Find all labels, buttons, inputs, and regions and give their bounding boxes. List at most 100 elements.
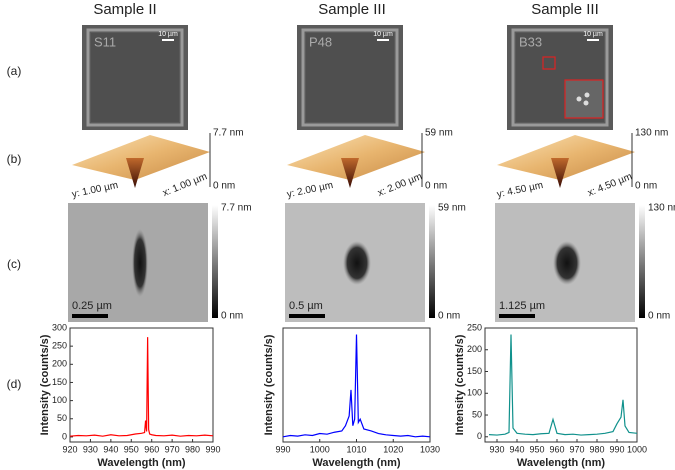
y-tick-label: 250 <box>52 341 67 351</box>
optical-scale: 10 µm <box>373 31 393 38</box>
scale-bar-label: 0.25 µm <box>72 300 112 312</box>
color-bar-min: 0 nm <box>438 311 460 322</box>
y-tick-label: 100 <box>52 395 67 405</box>
x-tick-label: 960 <box>144 444 159 454</box>
particle <box>584 92 590 98</box>
y-axis-label: y: 1.00 µm <box>71 180 119 201</box>
x-axis-title: Wavelength (nm) <box>517 457 606 469</box>
particle <box>583 100 589 106</box>
y-axis-title: Intensity (counts/s) <box>454 334 466 435</box>
x-tick-label: 1030 <box>420 444 440 454</box>
afm-dip <box>341 158 359 188</box>
y-axis-title: Intensity (counts/s) <box>263 334 275 435</box>
y-tick-label: 0 <box>62 431 67 441</box>
x-tick-label: 1000 <box>627 444 647 454</box>
x-axis-label: x: 2.00 µm <box>376 171 424 199</box>
color-bar-min: 0 nm <box>221 311 243 322</box>
z-min: 0 nm <box>213 181 235 192</box>
optical-inner <box>306 33 394 122</box>
z-min: 0 nm <box>425 181 447 192</box>
x-tick-label: 930 <box>83 444 98 454</box>
scale-bar <box>289 314 325 318</box>
x-tick-label: 970 <box>165 444 180 454</box>
x-axis-label: x: 4.50 µm <box>586 171 634 199</box>
y-tick-label: 200 <box>52 359 67 369</box>
column-header: Sample II <box>93 1 156 18</box>
scale-bar <box>499 314 535 318</box>
color-bar-max: 130 nm <box>648 203 675 214</box>
spectrum-line <box>488 334 638 436</box>
column-header: Sample III <box>318 1 386 18</box>
y-axis-label: y: 2.00 µm <box>286 180 334 201</box>
optical-label: B33 <box>519 34 542 49</box>
x-tick-label: 980 <box>185 444 200 454</box>
z-min: 0 nm <box>635 181 657 192</box>
x-tick-label: 990 <box>205 444 220 454</box>
y-tick-label: 250 <box>467 322 482 332</box>
x-tick-label: 1010 <box>346 444 366 454</box>
optical-frame <box>86 28 184 127</box>
y-tick-label: 0 <box>477 431 482 441</box>
y-axis-title: Intensity (counts/s) <box>39 334 51 435</box>
x-axis-label: x: 1.00 µm <box>161 171 209 199</box>
optical-frame <box>511 28 609 127</box>
y-tick-label: 50 <box>472 409 482 419</box>
plot-frame <box>69 327 214 443</box>
plot-frame <box>484 327 638 443</box>
x-tick-label: 1000 <box>310 444 330 454</box>
afm-surface <box>497 135 635 180</box>
x-axis-title: Wavelength (nm) <box>97 457 186 469</box>
spectrum-line <box>282 334 431 438</box>
afm-surface <box>287 135 425 180</box>
y-tick-label: 150 <box>52 377 67 387</box>
column-header: Sample III <box>531 1 599 18</box>
optical-scale: 10 µm <box>158 31 178 38</box>
color-bar <box>212 205 218 318</box>
scale-bar-label: 0.5 µm <box>289 300 323 312</box>
y-tick-label: 50 <box>57 413 67 423</box>
row-label: (b) <box>7 152 22 166</box>
afm-dip <box>126 158 144 188</box>
y-tick-label: 150 <box>467 366 482 376</box>
row-label: (c) <box>7 257 21 271</box>
x-tick-label: 930 <box>489 444 504 454</box>
scale-bar-label: 1.125 µm <box>499 300 545 312</box>
afm-pit <box>132 229 148 297</box>
x-tick-label: 980 <box>589 444 604 454</box>
color-bar <box>639 205 645 318</box>
y-tick-label: 100 <box>467 388 482 398</box>
optical-scale: 10 µm <box>583 31 603 38</box>
afm-surface <box>72 135 210 180</box>
afm-pit <box>553 241 581 285</box>
zoom-box <box>564 79 604 119</box>
y-tick-label: 200 <box>467 344 482 354</box>
particle <box>576 96 582 102</box>
z-max: 7.7 nm <box>213 128 244 139</box>
highlight-box <box>542 56 556 70</box>
scale-bar <box>72 314 108 318</box>
row-label: (d) <box>7 377 22 391</box>
y-axis-label: y: 4.50 µm <box>496 180 544 201</box>
optical-frame <box>301 28 399 127</box>
x-tick-label: 950 <box>124 444 139 454</box>
z-max: 59 nm <box>425 128 453 139</box>
x-tick-label: 940 <box>103 444 118 454</box>
x-tick-label: 960 <box>549 444 564 454</box>
x-tick-label: 940 <box>509 444 524 454</box>
z-max: 130 nm <box>635 128 668 139</box>
x-tick-label: 990 <box>275 444 290 454</box>
spectrum-line <box>69 337 214 437</box>
afm-pit <box>343 241 371 285</box>
color-bar-min: 0 nm <box>648 311 670 322</box>
optical-inner <box>91 33 179 122</box>
afm-dip <box>551 158 569 188</box>
color-bar-max: 7.7 nm <box>221 203 252 214</box>
optical-label: S11 <box>94 34 116 49</box>
optical-label: P48 <box>309 34 332 49</box>
x-tick-label: 970 <box>569 444 584 454</box>
x-tick-label: 1020 <box>383 444 403 454</box>
color-bar-max: 59 nm <box>438 203 466 214</box>
y-tick-label: 300 <box>52 322 67 332</box>
x-tick-label: 950 <box>529 444 544 454</box>
